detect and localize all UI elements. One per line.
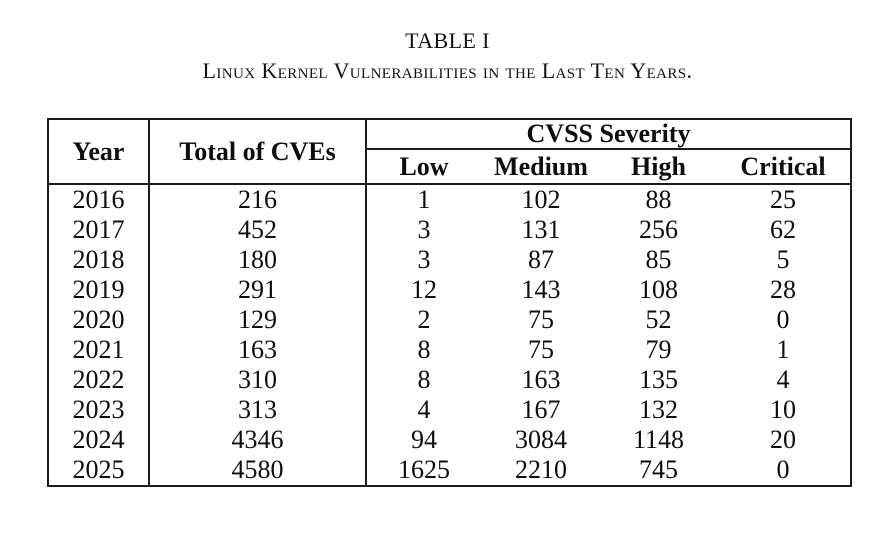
high-cell: 256 [639,215,678,245]
medium-cell: 75 [528,305,554,335]
year-cell: 2025 [48,455,150,486]
total-cell: 313 [149,395,367,425]
high-cell: 745 [639,455,678,485]
critical-cell: 5 [776,245,790,275]
year-cell: 2018 [48,245,150,275]
header-cvss-severity-group: CVSS Severity [366,119,851,150]
header-medium: Medium [481,149,601,185]
high-cell: 108 [639,275,678,305]
year-cell: 2016 [48,184,150,215]
medium-cell: 131 [521,215,561,245]
low-cell: 3 [417,215,431,245]
low-cell: 1625 [398,455,450,485]
table-row: 2022 310 8 163 135 4 [48,365,851,395]
critical-cell: 25 [770,185,796,215]
high-cell: 79 [645,335,672,365]
low-cell: 8 [417,365,431,395]
medium-cell: 87 [528,245,554,275]
table-row: 2017 452 3 131 256 62 [48,215,851,245]
total-cell: 4346 [149,425,367,455]
low-cell: 12 [411,275,437,305]
medium-cell: 143 [521,275,561,305]
critical-cell: 28 [770,275,796,305]
year-cell: 2019 [48,275,150,305]
medium-cell: 2210 [515,455,567,485]
table-row: 2019 291 12 143 108 28 [48,275,851,305]
total-cell: 216 [149,184,367,215]
critical-cell: 0 [776,305,790,335]
year-cell: 2024 [48,425,150,455]
high-cell: 135 [639,365,678,395]
table-row: 2020 129 2 75 52 0 [48,305,851,335]
table-row: 2021 163 8 75 79 1 [48,335,851,365]
table-row: 2024 4346 94 3084 1148 20 [48,425,851,455]
critical-cell: 20 [770,425,796,455]
total-cell: 291 [149,275,367,305]
total-cell: 180 [149,245,367,275]
year-cell: 2023 [48,395,150,425]
high-cell: 52 [645,305,672,335]
medium-cell: 3084 [515,425,567,455]
critical-cell: 62 [770,215,796,245]
header-low: Low [366,149,481,185]
header-year: Year [48,119,150,185]
low-cell: 2 [417,305,431,335]
high-cell: 1148 [632,425,685,455]
total-cell: 163 [149,335,367,365]
total-cell: 452 [149,215,367,245]
header-high: High [601,149,716,185]
critical-cell: 1 [776,335,790,365]
high-cell: 132 [639,395,678,425]
table-row: 2018 180 3 87 85 5 [48,245,851,275]
low-cell: 94 [411,425,437,455]
critical-cell: 4 [776,365,790,395]
low-cell: 1 [417,185,431,215]
year-cell: 2021 [48,335,150,365]
total-cell: 129 [149,305,367,335]
table-row: 2025 4580 1625 2210 745 0 [48,455,851,486]
high-cell: 88 [645,185,672,215]
table-caption: TABLE I Linux Kernel Vulnerabilities in … [0,26,895,86]
year-cell: 2022 [48,365,150,395]
header-critical: Critical [716,149,851,185]
medium-cell: 102 [521,185,561,215]
low-cell: 4 [417,395,431,425]
low-cell: 8 [417,335,431,365]
critical-cell: 0 [776,455,790,485]
total-cell: 4580 [149,455,367,486]
table-caption-label: TABLE I [405,28,490,53]
critical-cell: 10 [770,395,796,425]
table-caption-title: Linux Kernel Vulnerabilities in the Last… [202,58,693,83]
high-cell: 85 [645,245,672,275]
table-row: 2016 216 1 102 88 25 [48,184,851,215]
low-cell: 3 [417,245,431,275]
cve-table-body: 2016 216 1 102 88 25 2017 452 3 131 256 … [48,184,851,486]
year-cell: 2020 [48,305,150,335]
cve-table: Year Total of CVEs CVSS Severity Low Med… [47,118,852,487]
header-total-cves: Total of CVEs [149,119,367,185]
medium-cell: 75 [528,335,554,365]
medium-cell: 167 [521,395,561,425]
medium-cell: 163 [521,365,561,395]
total-cell: 310 [149,365,367,395]
year-cell: 2017 [48,215,150,245]
cve-table-header: Year Total of CVEs CVSS Severity Low Med… [48,119,851,185]
table-row: 2023 313 4 167 132 10 [48,395,851,425]
